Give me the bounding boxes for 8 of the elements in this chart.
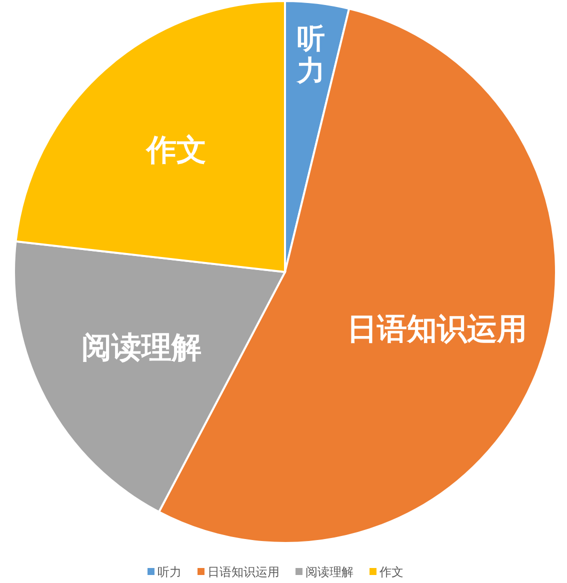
slice-label: 日语知识运用 [208,565,280,579]
slice-label: 阅读理解 [81,330,202,366]
legend-label: 听力 [158,565,182,579]
legend-label: 阅读理解 [306,565,354,579]
legend-label: 作文 [378,565,404,579]
slice-label: 听力 [296,22,326,87]
slice-label: 作文 [144,133,207,168]
slice-label: 日语知识运用 [347,312,528,347]
